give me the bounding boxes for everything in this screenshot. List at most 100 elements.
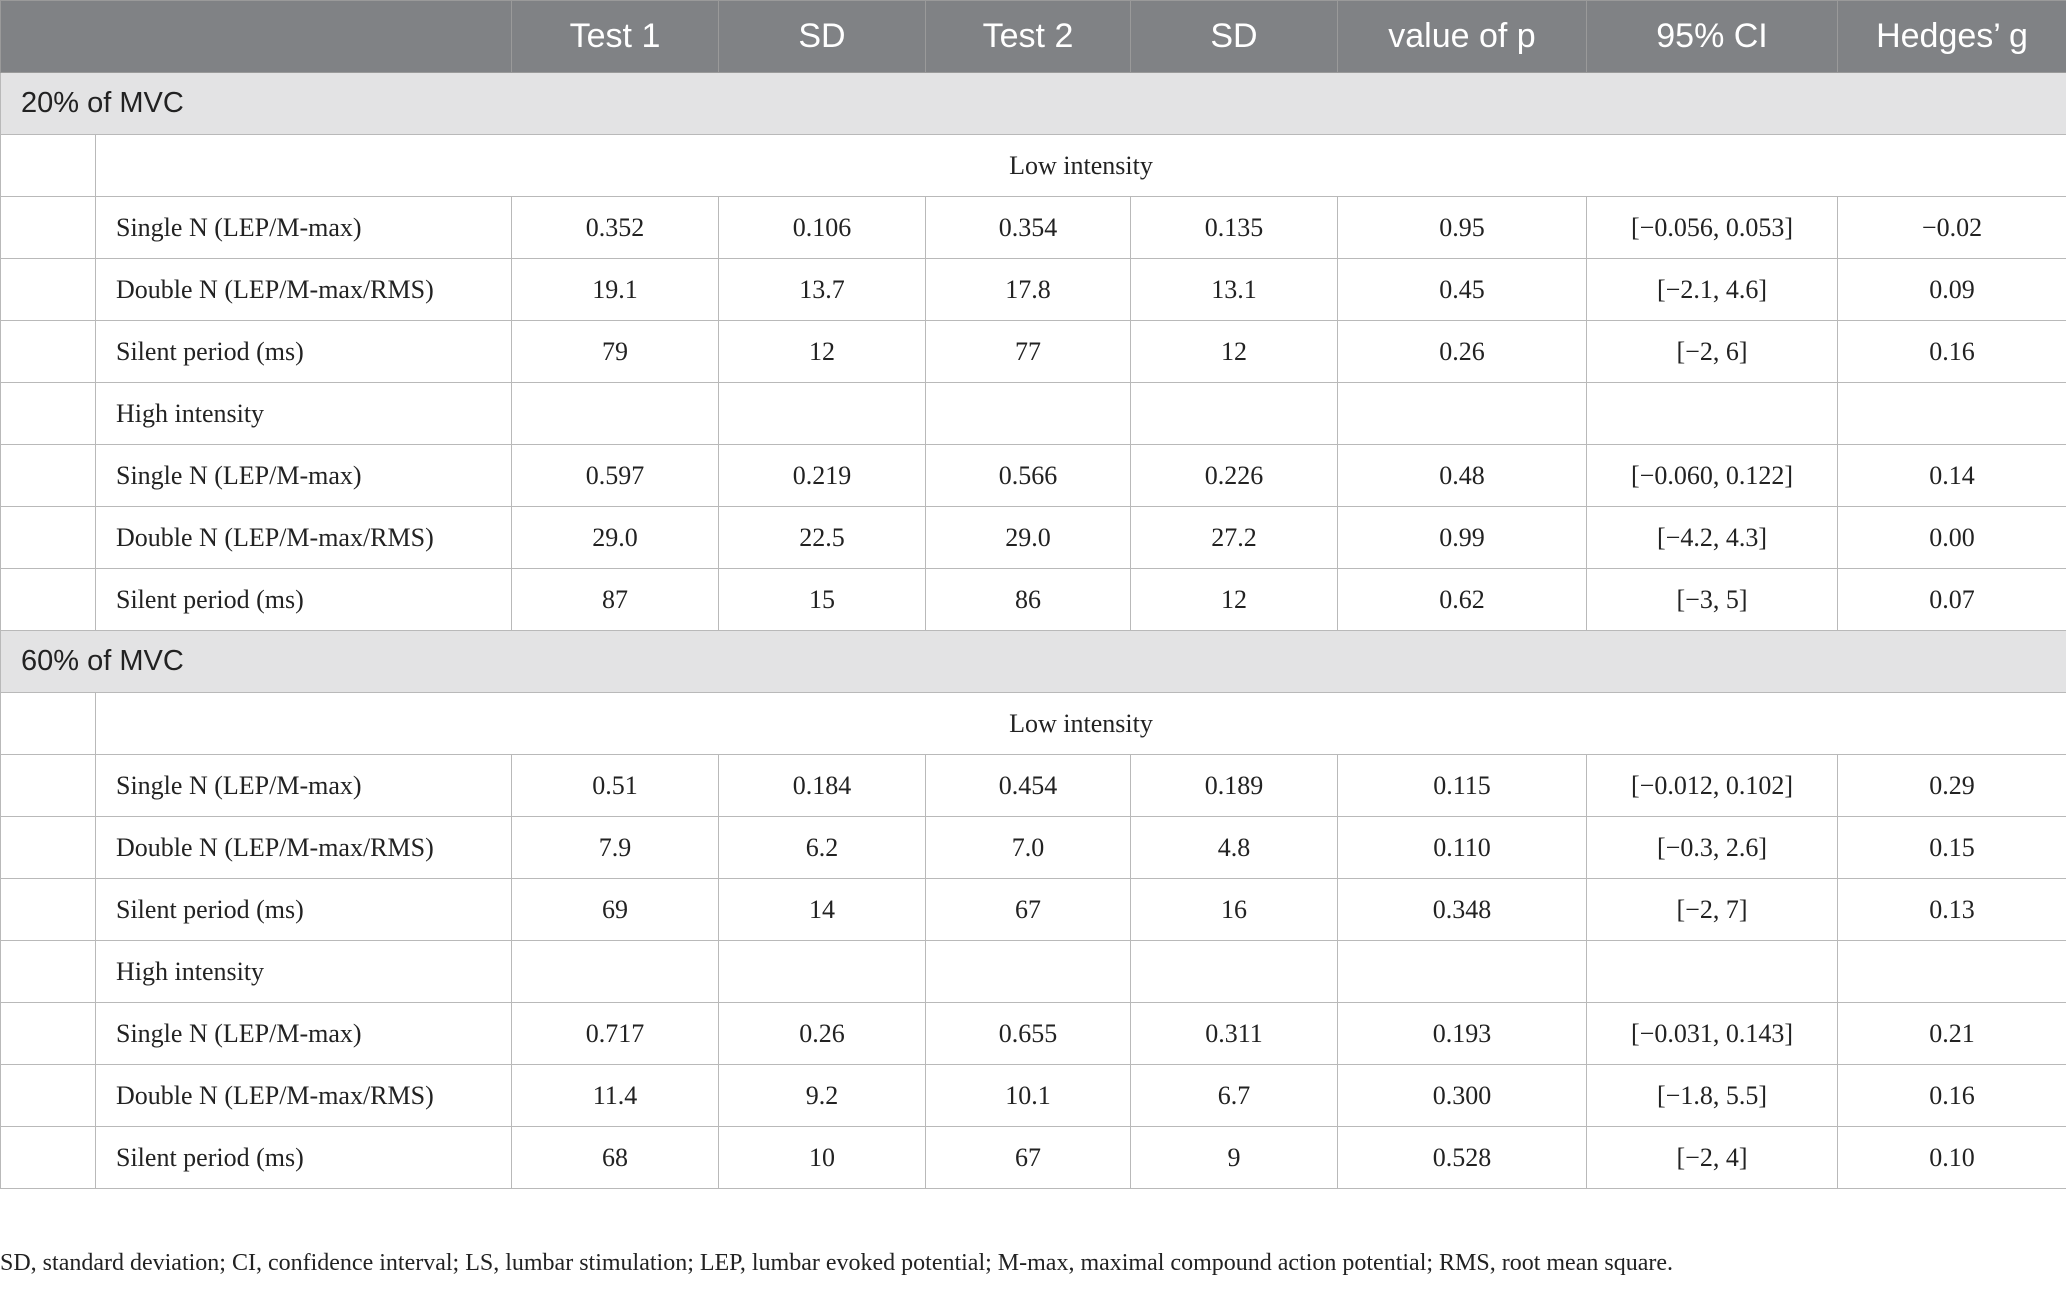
cell: 0.48 [1337, 444, 1587, 507]
block-row: High intensity [0, 940, 2066, 1003]
row-label: Silent period (ms) [95, 878, 512, 941]
data-row: Single N (LEP/M-max) 0.597 0.219 0.566 0.226… [0, 444, 2066, 507]
blank-cell [0, 1126, 96, 1189]
cell: 13.1 [1130, 258, 1338, 321]
cell: 68 [511, 1126, 719, 1189]
cell: 0.597 [511, 444, 719, 507]
cell: 0.655 [925, 1002, 1131, 1065]
column-header: 95% CI [1586, 0, 1838, 73]
cell: 0.300 [1337, 1064, 1587, 1127]
cell: 17.8 [925, 258, 1131, 321]
blank-cell [0, 382, 96, 445]
blank-cell [511, 382, 719, 445]
cell: 29.0 [511, 506, 719, 569]
cell: 0.189 [1130, 754, 1338, 817]
section-row: 20% of MVC [0, 72, 2066, 135]
cell: 0.184 [718, 754, 926, 817]
cell: 12 [1130, 568, 1338, 631]
data-row: Single N (LEP/M-max) 0.717 0.26 0.655 0.311 0… [0, 1002, 2066, 1065]
table-body: 20% of MVC Low intensity Single N (LEP/M-m… [0, 72, 2066, 1189]
cell: 87 [511, 568, 719, 631]
data-row: Double N (LEP/M-max/RMS) 7.9 6.2 7.0 4.8 0.11… [0, 816, 2066, 879]
cell: 16 [1130, 878, 1338, 941]
cell: 15 [718, 568, 926, 631]
blank-cell [0, 320, 96, 383]
cell: 0.21 [1837, 1002, 2066, 1065]
blank-cell [1837, 382, 2066, 445]
block-label: High intensity [95, 382, 512, 445]
section-title: 20% of MVC [0, 72, 2066, 135]
cell: [−2, 7] [1586, 878, 1838, 941]
block-label: Low intensity [95, 692, 2066, 755]
cell: 0.45 [1337, 258, 1587, 321]
cell: 0.09 [1837, 258, 2066, 321]
cell: [−4.2, 4.3] [1586, 506, 1838, 569]
row-label: Silent period (ms) [95, 568, 512, 631]
cell: 0.16 [1837, 320, 2066, 383]
cell: 0.26 [718, 1002, 926, 1065]
cell: 22.5 [718, 506, 926, 569]
cell: 0.07 [1837, 568, 2066, 631]
blank-cell [718, 382, 926, 445]
row-label: Single N (LEP/M-max) [95, 444, 512, 507]
row-label: Double N (LEP/M-max/RMS) [95, 1064, 512, 1127]
blank-cell [0, 878, 96, 941]
column-header: SD [718, 0, 926, 73]
cell: 67 [925, 1126, 1131, 1189]
cell: 11.4 [511, 1064, 719, 1127]
cell: [−0.056, 0.053] [1586, 196, 1838, 259]
row-label: Single N (LEP/M-max) [95, 754, 512, 817]
cell: 0.135 [1130, 196, 1338, 259]
cell: 27.2 [1130, 506, 1338, 569]
cell: 6.2 [718, 816, 926, 879]
block-row: Low intensity [0, 692, 2066, 755]
blank-cell [1130, 940, 1338, 1003]
blank-cell [0, 444, 96, 507]
blank-cell [0, 692, 96, 755]
cell: 12 [1130, 320, 1338, 383]
cell: 0.26 [1337, 320, 1587, 383]
blank-cell [925, 940, 1131, 1003]
cell: 10 [718, 1126, 926, 1189]
cell: [−2, 6] [1586, 320, 1838, 383]
cell: 7.0 [925, 816, 1131, 879]
cell: 14 [718, 878, 926, 941]
header-blank [0, 0, 512, 73]
blank-cell [0, 258, 96, 321]
blank-cell [0, 196, 96, 259]
cell: 0.717 [511, 1002, 719, 1065]
blank-cell [0, 1002, 96, 1065]
blank-cell [1837, 940, 2066, 1003]
blank-cell [0, 754, 96, 817]
data-table: Test 1 SD Test 2 SD value of p 95% CI Hedges’ … [0, 0, 2066, 1189]
cell: 0.348 [1337, 878, 1587, 941]
row-label: Double N (LEP/M-max/RMS) [95, 506, 512, 569]
row-label: Double N (LEP/M-max/RMS) [95, 816, 512, 879]
cell: 0.528 [1337, 1126, 1587, 1189]
column-header: SD [1130, 0, 1338, 73]
row-label: Silent period (ms) [95, 1126, 512, 1189]
cell: [−2.1, 4.6] [1586, 258, 1838, 321]
cell: 0.95 [1337, 196, 1587, 259]
data-row: Silent period (ms) 87 15 86 12 0.62 [−3, 5] 0.0… [0, 568, 2066, 631]
blank-cell [0, 506, 96, 569]
data-row: Silent period (ms) 79 12 77 12 0.26 [−2, 6] 0.1… [0, 320, 2066, 383]
blank-cell [0, 940, 96, 1003]
cell: 0.29 [1837, 754, 2066, 817]
cell: 0.354 [925, 196, 1131, 259]
blank-cell [1337, 382, 1587, 445]
cell: 0.566 [925, 444, 1131, 507]
cell: 0.10 [1837, 1126, 2066, 1189]
blank-cell [1337, 940, 1587, 1003]
column-header: value of p [1337, 0, 1587, 73]
cell: 6.7 [1130, 1064, 1338, 1127]
row-label: Double N (LEP/M-max/RMS) [95, 258, 512, 321]
cell: 0.226 [1130, 444, 1338, 507]
cell: 0.15 [1837, 816, 2066, 879]
blank-cell [1586, 940, 1838, 1003]
cell: 13.7 [718, 258, 926, 321]
row-label: Silent period (ms) [95, 320, 512, 383]
cell: 77 [925, 320, 1131, 383]
cell: [−0.060, 0.122] [1586, 444, 1838, 507]
